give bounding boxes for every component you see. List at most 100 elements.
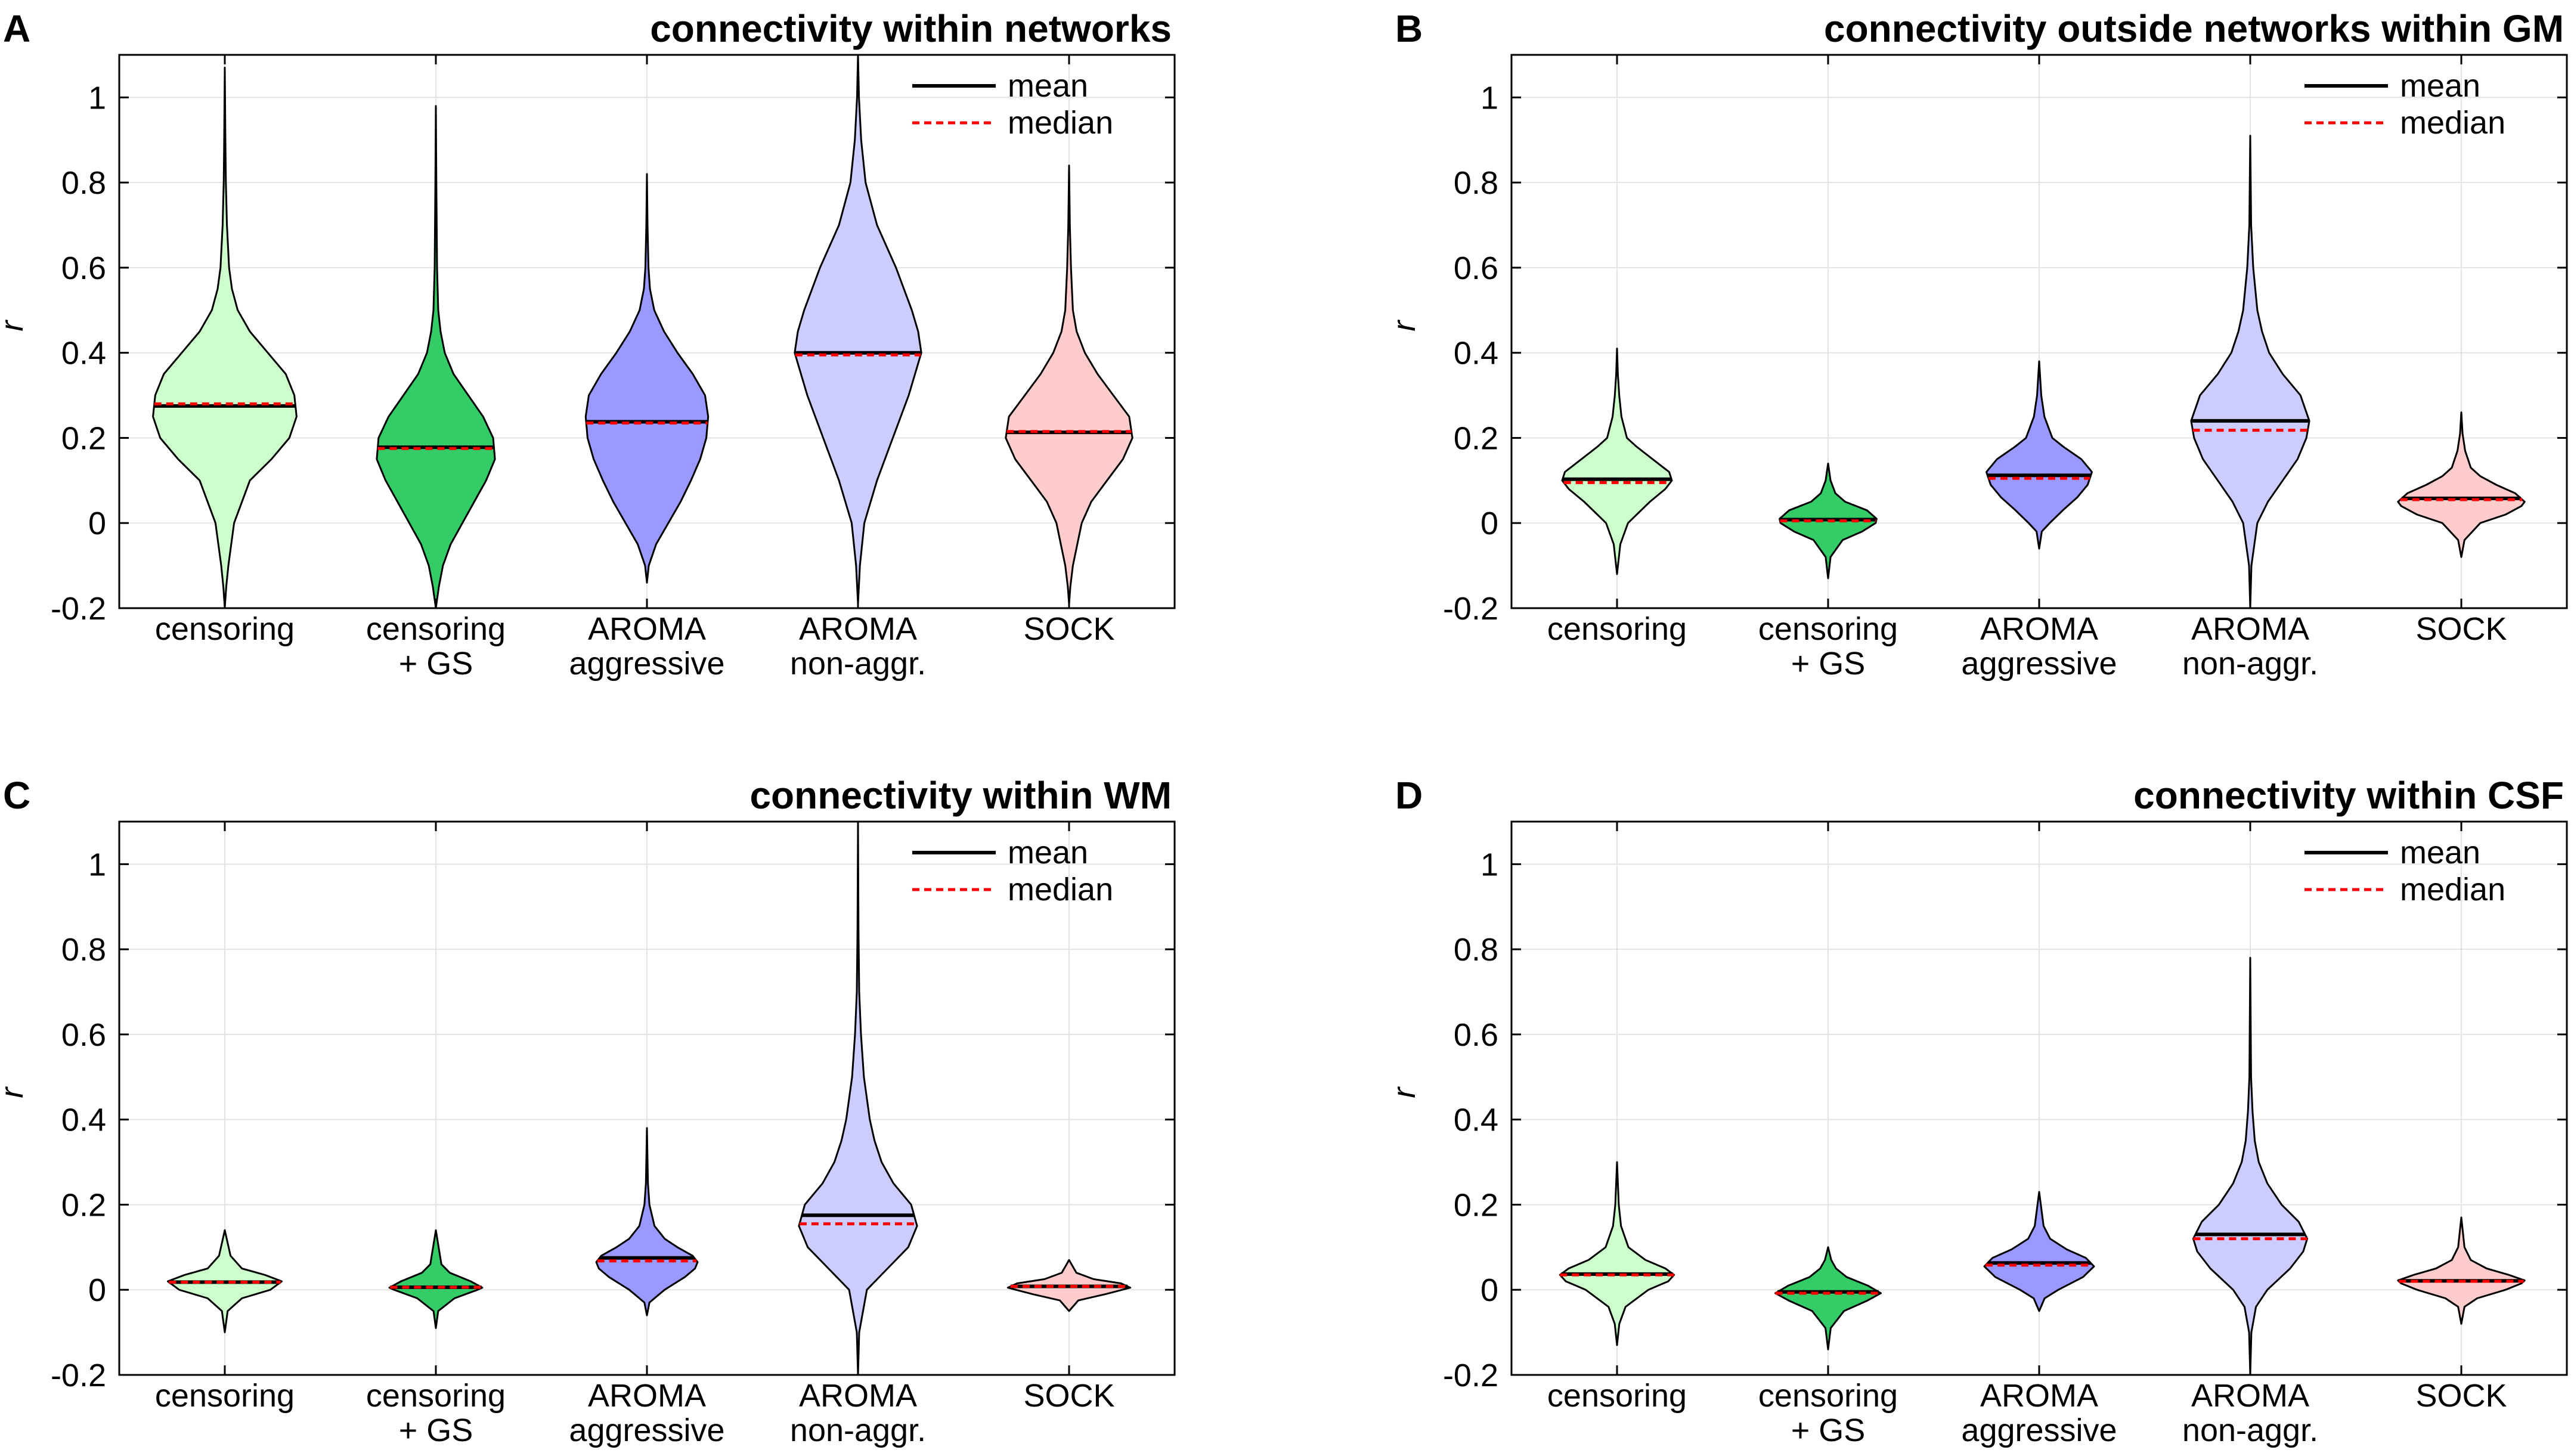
violin-sock bbox=[2397, 1216, 2526, 1325]
x-tick-label-line: non-aggr. bbox=[2182, 1412, 2318, 1448]
legend-median-label: median bbox=[2400, 872, 2505, 907]
x-tick-label-line: + GS bbox=[399, 1412, 473, 1448]
violin-body bbox=[388, 1229, 484, 1329]
y-tick-label: 0.4 bbox=[61, 1102, 106, 1138]
x-tick-label: SOCK bbox=[2415, 611, 2507, 647]
x-tick-label: censoring bbox=[1547, 611, 1687, 647]
y-tick-label: 0.6 bbox=[61, 250, 106, 286]
x-tick-label: censoring + GS bbox=[1758, 1378, 1898, 1448]
x-tick-label-line: censoring bbox=[366, 1378, 506, 1414]
x-tick-label-line: non-aggr. bbox=[790, 646, 926, 681]
x-tick-label-line: aggressive bbox=[569, 1412, 724, 1448]
y-axis-label: r bbox=[0, 320, 30, 332]
violin-body bbox=[1559, 1161, 1675, 1346]
x-tick-label-line: + GS bbox=[399, 646, 473, 681]
legend-median-label: median bbox=[1008, 872, 1113, 907]
violin-body bbox=[376, 105, 496, 609]
violin-aroma-aggressive bbox=[595, 1127, 699, 1316]
violin-censoring bbox=[166, 1229, 283, 1334]
violin-body bbox=[2397, 411, 2526, 558]
y-tick-label: 0.8 bbox=[1454, 165, 1498, 201]
y-tick-label: 0.2 bbox=[61, 1187, 106, 1223]
y-tick-label: -0.2 bbox=[51, 1358, 106, 1393]
y-axis-label: r bbox=[1386, 320, 1422, 332]
x-tick-label-line: non-aggr. bbox=[790, 1412, 926, 1448]
x-tick-label: AROMA non-aggr. bbox=[2182, 1378, 2318, 1448]
x-tick-label: SOCK bbox=[1023, 1378, 1114, 1414]
y-tick-label: 0.6 bbox=[1454, 1017, 1498, 1053]
panel-letter: A bbox=[3, 7, 30, 50]
violin-aroma-aggressive bbox=[584, 173, 710, 584]
x-tick-label: censoring bbox=[155, 611, 295, 647]
panel-title: connectivity within CSF bbox=[2133, 774, 2564, 817]
y-tick-label: 0.2 bbox=[61, 420, 106, 456]
violin-aroma-non-aggr bbox=[2190, 135, 2310, 609]
y-tick-label: 1 bbox=[88, 847, 106, 882]
x-tick-label-line: SOCK bbox=[1023, 1378, 1114, 1414]
x-tick-label-line: censoring bbox=[366, 611, 506, 647]
x-tick-label: AROMA aggressive bbox=[569, 611, 724, 681]
violin-sock bbox=[2397, 411, 2526, 558]
x-tick-label-line: AROMA bbox=[799, 1378, 917, 1414]
violin-censoring bbox=[152, 66, 298, 609]
y-tick-label: 0 bbox=[88, 1272, 106, 1308]
x-tick-label-line: censoring bbox=[1758, 1378, 1898, 1414]
violin-censoring-gs bbox=[388, 1229, 484, 1329]
violin-body bbox=[152, 66, 298, 609]
panel-letter: D bbox=[1395, 774, 1423, 817]
x-tick-label-line: SOCK bbox=[2415, 611, 2507, 647]
x-tick-label-line: non-aggr. bbox=[2182, 646, 2318, 681]
x-tick-label: AROMA non-aggr. bbox=[790, 1378, 926, 1448]
y-axis-label: r bbox=[1386, 1086, 1422, 1098]
x-tick-label-line: AROMA bbox=[1980, 1378, 2098, 1414]
violin-aroma-aggressive bbox=[1983, 1191, 2095, 1312]
x-tick-label-line: aggressive bbox=[569, 646, 724, 681]
violin-sock bbox=[1006, 1259, 1132, 1312]
y-tick-label: 0.2 bbox=[1454, 420, 1498, 456]
violin-censoring-gs bbox=[376, 105, 496, 609]
x-tick-label-line: AROMA bbox=[799, 611, 917, 647]
panel-letter: B bbox=[1395, 7, 1423, 50]
y-axis-label: r bbox=[0, 1086, 30, 1098]
y-tick-label: 1 bbox=[88, 80, 106, 116]
y-tick-label: -0.2 bbox=[51, 591, 106, 627]
x-tick-label-line: aggressive bbox=[1961, 646, 2117, 681]
x-tick-label: AROMA non-aggr. bbox=[2182, 611, 2318, 681]
violin-body bbox=[794, 54, 922, 605]
y-tick-label: 0.6 bbox=[1454, 250, 1498, 286]
x-tick-label-line: censoring bbox=[1758, 611, 1898, 647]
panel-title: connectivity within WM bbox=[749, 774, 1172, 817]
x-tick-label-line: censoring bbox=[1547, 1378, 1687, 1414]
panel-letter: C bbox=[3, 774, 30, 817]
violin-body bbox=[798, 820, 918, 1376]
x-tick-label-line: + GS bbox=[1791, 1412, 1866, 1448]
legend-median-label: median bbox=[2400, 105, 2505, 141]
y-tick-label: 0.8 bbox=[1454, 932, 1498, 968]
y-tick-label: -0.2 bbox=[1443, 1358, 1498, 1393]
violin-aroma-non-aggr bbox=[794, 54, 922, 605]
legend-mean-label: mean bbox=[1008, 835, 1088, 870]
x-tick-label: AROMA aggressive bbox=[1961, 611, 2117, 681]
legend-mean-label: mean bbox=[2400, 835, 2480, 870]
x-tick-label: SOCK bbox=[2415, 1378, 2507, 1414]
y-tick-label: -0.2 bbox=[1443, 591, 1498, 627]
violin-aroma-aggressive bbox=[1986, 360, 2093, 550]
x-tick-label-line: censoring bbox=[155, 611, 295, 647]
x-tick-label-line: AROMA bbox=[588, 1378, 706, 1414]
y-tick-label: 0.8 bbox=[61, 932, 106, 968]
x-tick-label-line: + GS bbox=[1791, 646, 1866, 681]
x-tick-label-line: censoring bbox=[1547, 611, 1687, 647]
x-tick-label-line: censoring bbox=[155, 1378, 295, 1414]
violin-body bbox=[1986, 360, 2093, 550]
y-tick-label: 0.4 bbox=[1454, 336, 1498, 371]
x-tick-label-line: SOCK bbox=[1023, 611, 1114, 647]
violin-censoring-gs bbox=[1779, 462, 1878, 580]
violin-aroma-non-aggr bbox=[798, 820, 918, 1376]
